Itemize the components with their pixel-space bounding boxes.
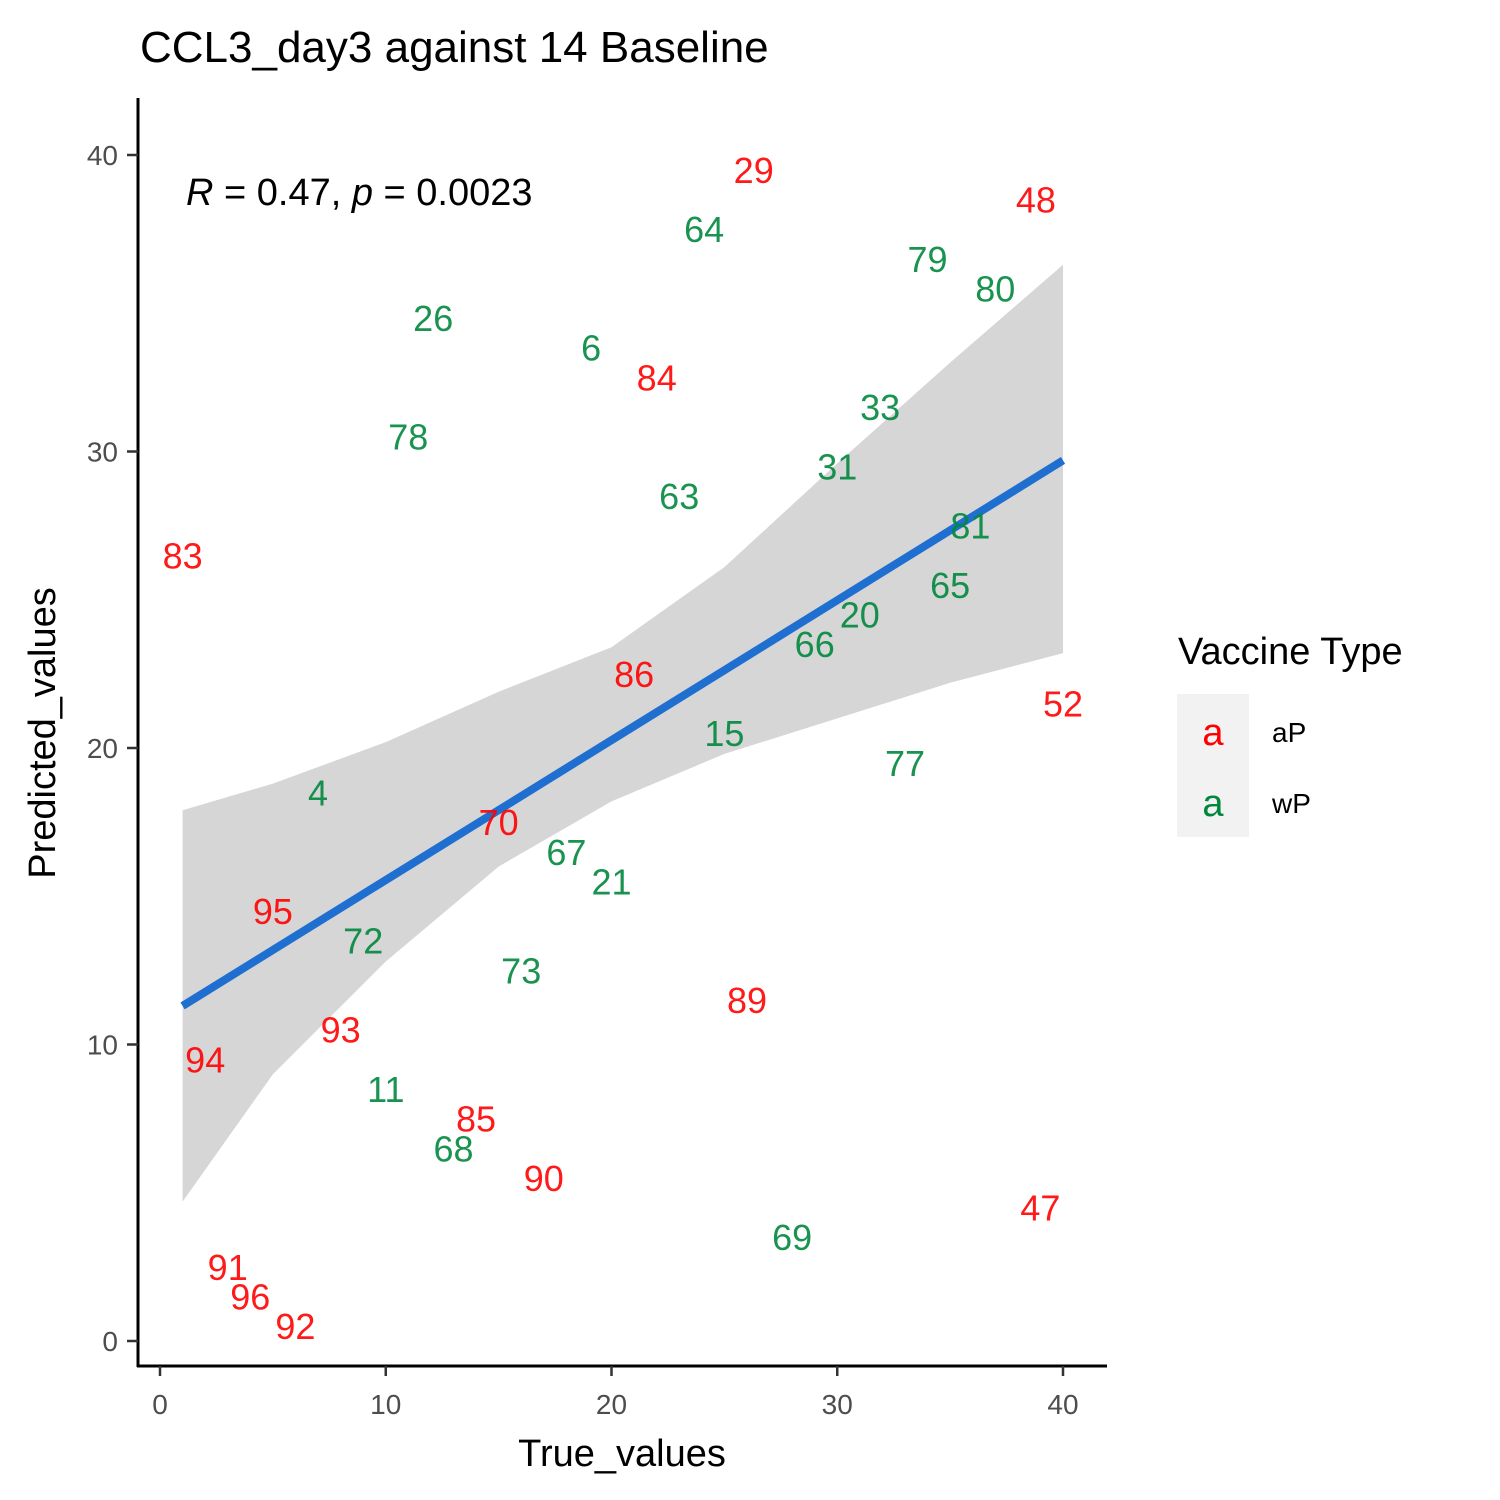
- point-label-52: 52: [1043, 684, 1083, 725]
- legend-key-background: [1177, 694, 1249, 837]
- legend-key-wp: a: [1202, 783, 1224, 825]
- point-label-78: 78: [388, 417, 428, 458]
- point-label-66: 66: [795, 624, 835, 665]
- y-tick-label: 40: [87, 140, 118, 171]
- point-label-65: 65: [930, 565, 970, 606]
- point-label-91: 91: [208, 1247, 248, 1288]
- point-label-33: 33: [860, 387, 900, 428]
- point-label-21: 21: [591, 861, 631, 902]
- point-label-26: 26: [413, 298, 453, 339]
- legend-label-wp: wP: [1271, 788, 1311, 819]
- point-label-79: 79: [907, 239, 947, 280]
- point-label-63: 63: [659, 476, 699, 517]
- point-label-90: 90: [524, 1158, 564, 1199]
- point-labels-layer: 2948647980266843378316381836520668652157…: [163, 150, 1083, 1347]
- point-label-67: 67: [546, 832, 586, 873]
- x-tick-label: 20: [596, 1389, 627, 1420]
- axis-ticks-layer: 0 10 20 30 40 0 10 20 30 40: [87, 140, 1079, 1420]
- point-label-70: 70: [479, 802, 519, 843]
- point-label-11: 11: [367, 1069, 404, 1110]
- regression-line-layer: [180, 456, 1066, 1010]
- y-tick-label: 0: [102, 1326, 118, 1357]
- p-symbol: p: [351, 172, 373, 214]
- y-axis-title: Predicted_values: [22, 587, 64, 879]
- point-label-85: 85: [456, 1099, 496, 1140]
- point-label-95: 95: [253, 891, 293, 932]
- point-label-73: 73: [501, 950, 541, 991]
- r-symbol: R: [186, 172, 213, 214]
- point-label-81: 81: [950, 506, 990, 547]
- chart-title: CCL3_day3 against 14 Baseline: [140, 23, 769, 72]
- y-tick-label: 30: [87, 437, 118, 468]
- point-label-6: 6: [581, 328, 601, 369]
- point-label-83: 83: [163, 535, 203, 576]
- x-tick-label: 40: [1047, 1389, 1078, 1420]
- r-value: = 0.47,: [213, 172, 351, 214]
- point-label-84: 84: [637, 357, 677, 398]
- point-label-89: 89: [727, 980, 767, 1021]
- y-tick-label: 20: [87, 733, 118, 764]
- point-label-15: 15: [704, 713, 744, 754]
- point-label-20: 20: [840, 595, 880, 636]
- p-value: = 0.0023: [373, 172, 533, 214]
- legend: Vaccine Type a aP a wP: [1177, 631, 1403, 837]
- legend-title: Vaccine Type: [1178, 631, 1403, 673]
- x-tick-label: 10: [370, 1389, 401, 1420]
- point-label-86: 86: [614, 654, 654, 695]
- point-label-29: 29: [734, 150, 774, 191]
- point-label-48: 48: [1016, 180, 1056, 221]
- x-tick-label: 0: [152, 1389, 168, 1420]
- point-label-93: 93: [321, 1010, 361, 1051]
- point-label-47: 47: [1020, 1188, 1060, 1229]
- y-tick-label: 10: [87, 1030, 118, 1061]
- point-label-72: 72: [343, 921, 383, 962]
- legend-label-ap: aP: [1272, 717, 1306, 748]
- point-label-94: 94: [185, 1039, 225, 1080]
- point-label-69: 69: [772, 1217, 812, 1258]
- point-label-77: 77: [885, 743, 925, 784]
- legend-key-ap: a: [1202, 712, 1224, 754]
- x-axis-title: True_values: [518, 1433, 726, 1475]
- point-label-68: 68: [433, 1128, 473, 1169]
- correlation-annotation: R = 0.47, p = 0.0023: [186, 172, 533, 214]
- point-label-31: 31: [817, 446, 857, 487]
- regression-line: [180, 456, 1066, 1010]
- point-label-92: 92: [275, 1306, 315, 1347]
- point-label-96: 96: [230, 1277, 270, 1318]
- point-label-64: 64: [684, 209, 724, 250]
- point-label-80: 80: [975, 268, 1015, 309]
- point-label-4: 4: [308, 773, 328, 814]
- x-tick-label: 30: [822, 1389, 853, 1420]
